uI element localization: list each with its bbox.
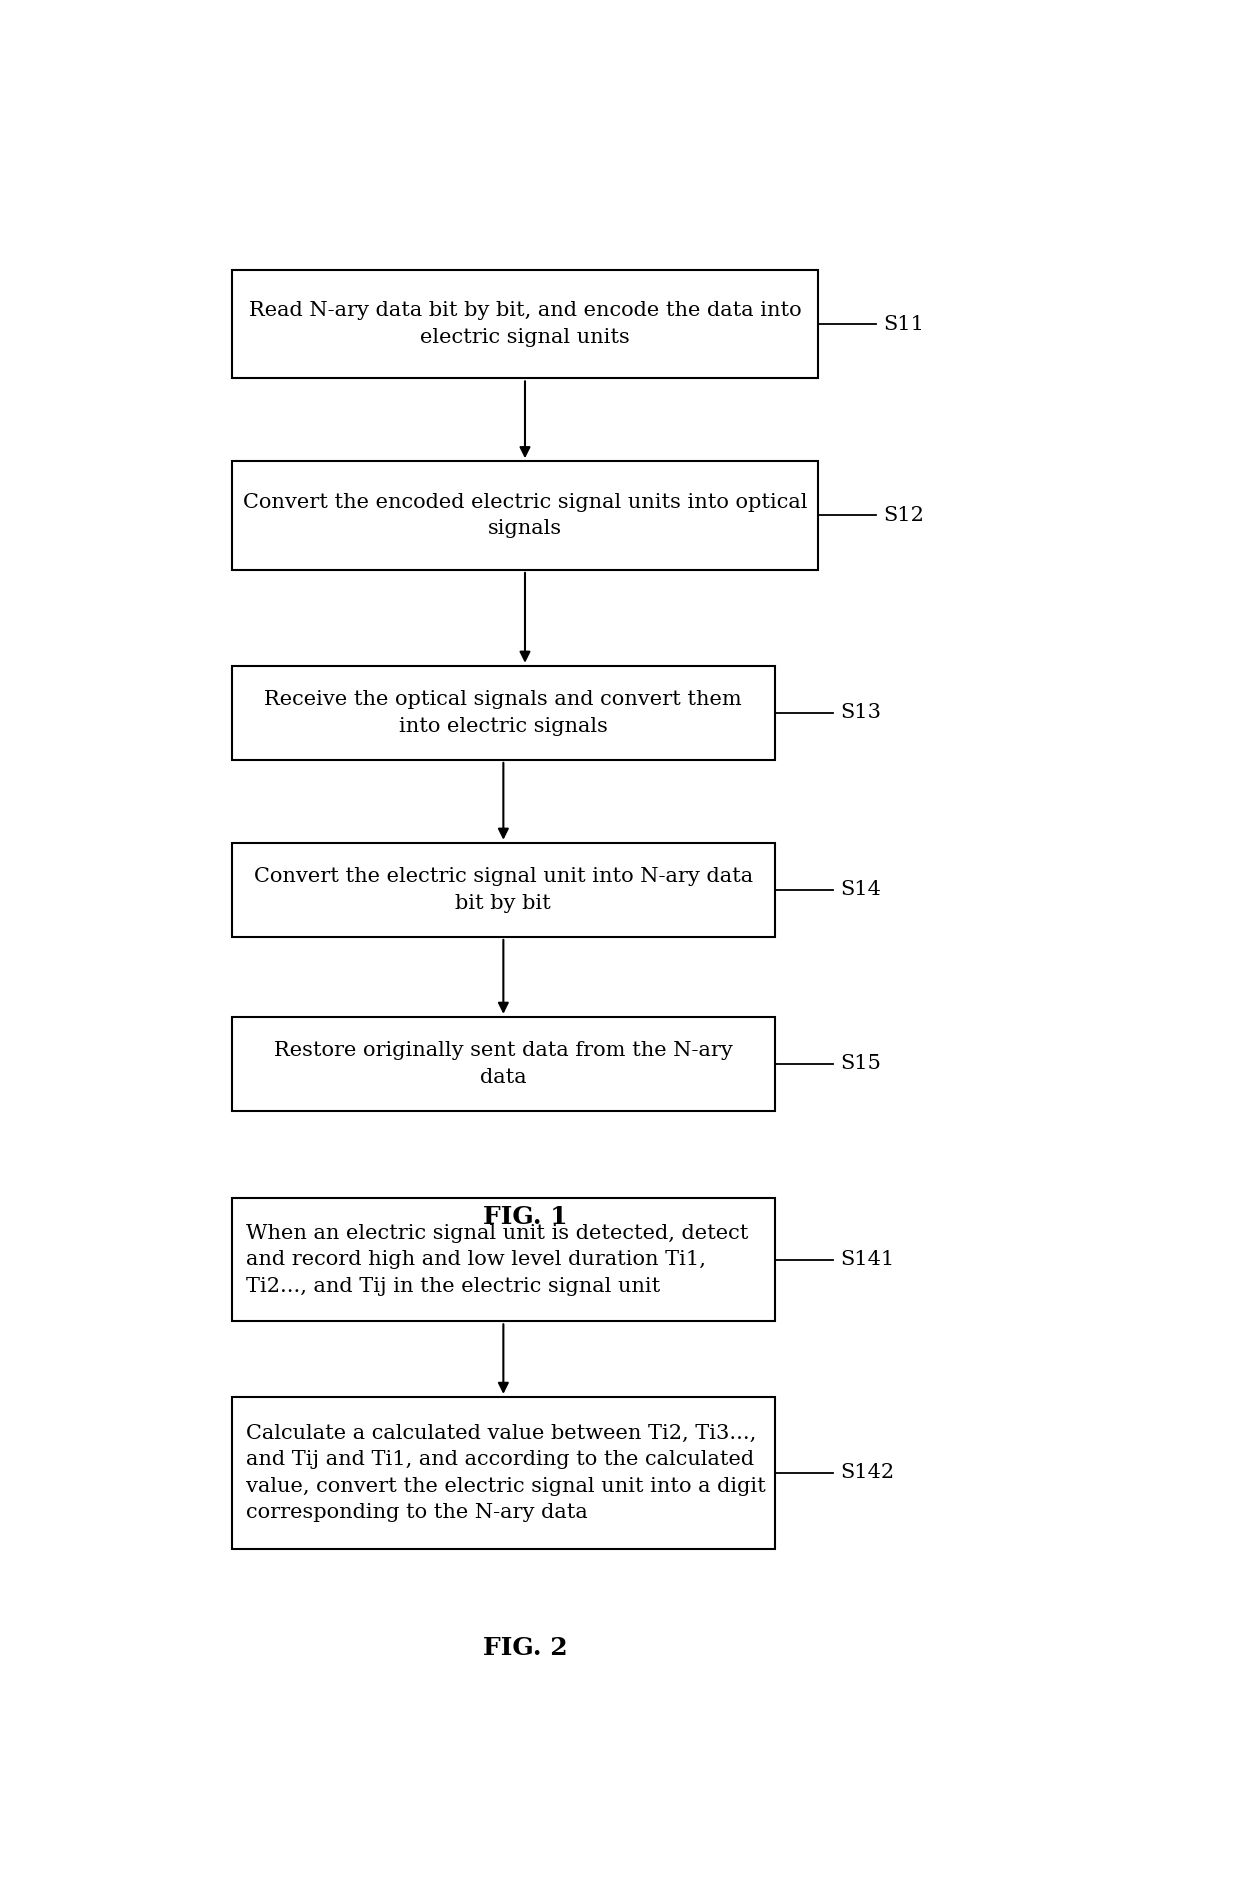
Text: Calculate a calculated value between Ti2, Ti3...,
and Tij and Ti1, and according: Calculate a calculated value between Ti2…: [247, 1424, 766, 1522]
Bar: [232, 1198, 775, 1321]
Bar: [232, 842, 775, 936]
Text: S141: S141: [841, 1251, 894, 1270]
Text: S15: S15: [841, 1055, 882, 1074]
Text: FIG. 2: FIG. 2: [482, 1635, 567, 1660]
Text: S14: S14: [841, 880, 882, 899]
Text: S12: S12: [883, 507, 924, 526]
Bar: [232, 665, 775, 759]
Bar: [232, 1017, 775, 1112]
Bar: [232, 462, 818, 569]
Text: Read N-ary data bit by bit, and encode the data into
electric signal units: Read N-ary data bit by bit, and encode t…: [249, 301, 801, 347]
Text: Convert the electric signal unit into N-ary data
bit by bit: Convert the electric signal unit into N-…: [254, 867, 753, 912]
Text: Restore originally sent data from the N-ary
data: Restore originally sent data from the N-…: [274, 1042, 733, 1087]
Text: When an electric signal unit is detected, detect
and record high and low level d: When an electric signal unit is detected…: [247, 1225, 749, 1296]
Bar: [232, 1396, 775, 1549]
Text: Convert the encoded electric signal units into optical
signals: Convert the encoded electric signal unit…: [243, 494, 807, 539]
Text: S11: S11: [883, 315, 925, 333]
Text: S13: S13: [841, 703, 882, 722]
Text: S142: S142: [841, 1464, 894, 1483]
Text: Receive the optical signals and convert them
into electric signals: Receive the optical signals and convert …: [264, 690, 743, 735]
Bar: [232, 269, 818, 379]
Text: FIG. 1: FIG. 1: [482, 1206, 567, 1228]
